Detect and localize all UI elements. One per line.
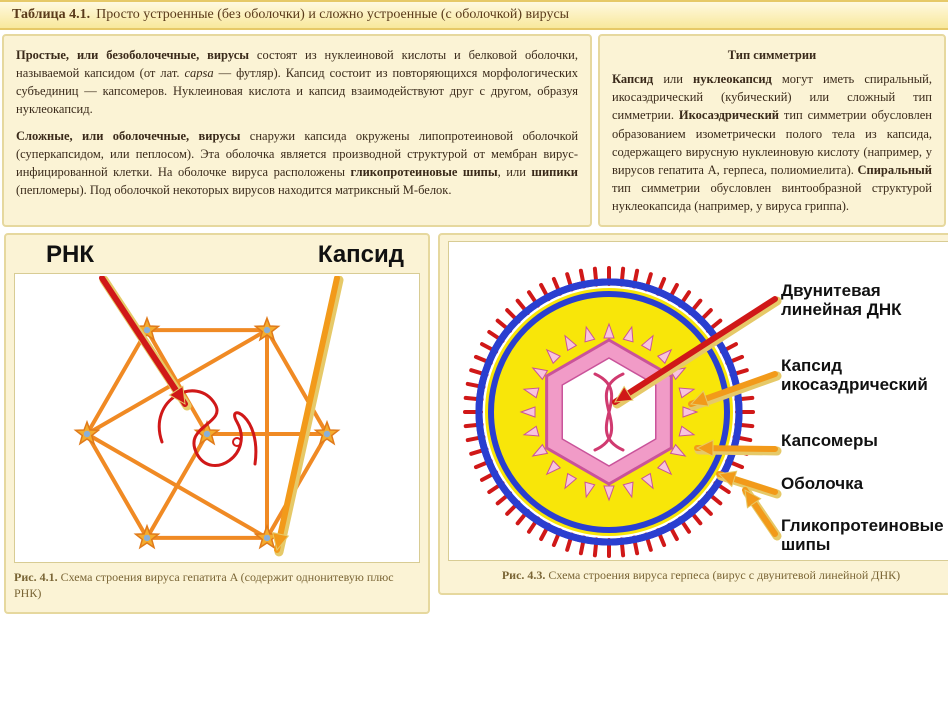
info-box-right: Тип симметрии Капсид или нуклеокапсид мо…: [598, 34, 946, 227]
figure-4-1-frame: [14, 273, 420, 563]
complex-viruses-paragraph: Сложные, или оболочечные, вирусы снаружи…: [16, 127, 578, 200]
capsid-label: Капсид: [318, 241, 404, 269]
herpes-diagram-icon: Двунитевая линейная ДНККапсид икосаэдрич…: [451, 244, 948, 560]
figure-4-1-box: РНК Капсид Рис. 4.1. Схема строения виру…: [4, 233, 430, 613]
simple-viruses-paragraph: Простые, или безоболочечные, вирусы сост…: [16, 46, 578, 119]
symmetry-paragraph: Капсид или нуклеокапсид могут иметь спир…: [612, 70, 932, 215]
hep-a-diagram-icon: [17, 276, 417, 562]
info-box-left: Простые, или безоболочечные, вирусы сост…: [2, 34, 592, 227]
info-row: Простые, или безоболочечные, вирусы сост…: [0, 34, 948, 227]
table-number: Таблица 4.1.: [12, 7, 90, 23]
rna-label: РНК: [46, 241, 94, 269]
figure-4-3-box: Двунитевая линейная ДНККапсид икосаэдрич…: [438, 233, 948, 595]
table-title-bar: Таблица 4.1. Просто устроенные (без обол…: [0, 0, 948, 30]
figure-right-wrap: Двунитевая линейная ДНККапсид икосаэдрич…: [438, 233, 948, 613]
figure-4-1-top-labels: РНК Капсид: [14, 241, 420, 273]
figure-left-wrap: РНК Капсид Рис. 4.1. Схема строения виру…: [4, 233, 430, 613]
figures-row: РНК Капсид Рис. 4.1. Схема строения виру…: [0, 233, 948, 613]
symmetry-heading: Тип симметрии: [612, 46, 932, 64]
figure-4-1-caption: Рис. 4.1. Схема строения вируса гепатита…: [14, 569, 420, 601]
figure-4-3-caption: Рис. 4.3. Схема строения вируса герпеса …: [448, 567, 948, 583]
table-title-text: Просто устроенные (без оболочки) и сложн…: [96, 7, 569, 23]
figure-4-3-frame: Двунитевая линейная ДНККапсид икосаэдрич…: [448, 241, 948, 561]
